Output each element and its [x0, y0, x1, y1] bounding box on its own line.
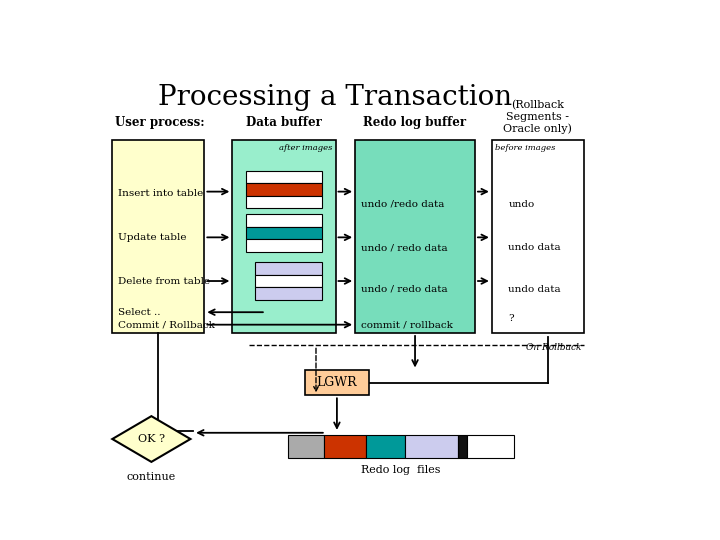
Bar — [458, 435, 467, 458]
Text: Delete from table: Delete from table — [118, 276, 210, 286]
Text: Segments -: Segments - — [506, 112, 570, 122]
Text: continue: continue — [127, 472, 176, 482]
Text: User process:: User process: — [115, 116, 204, 129]
Text: after images: after images — [279, 144, 333, 152]
Text: On Rollback: On Rollback — [526, 343, 581, 353]
Text: before images: before images — [495, 144, 555, 152]
Bar — [255, 287, 322, 300]
Text: undo / redo data: undo / redo data — [361, 285, 447, 294]
Bar — [112, 140, 204, 333]
Bar — [246, 171, 322, 183]
Bar — [305, 370, 369, 395]
Text: Insert into table: Insert into table — [118, 189, 203, 198]
Bar — [246, 239, 322, 252]
Bar — [246, 183, 322, 196]
Bar — [492, 140, 584, 333]
Bar — [467, 435, 514, 458]
Bar — [255, 275, 322, 287]
Text: undo data: undo data — [508, 285, 561, 294]
Text: undo / redo data: undo / redo data — [361, 243, 447, 252]
Text: Processing a Transaction: Processing a Transaction — [158, 84, 513, 111]
Bar — [324, 435, 366, 458]
Bar — [255, 262, 322, 275]
Text: commit / rollback: commit / rollback — [361, 320, 452, 329]
Text: Commit / Rollback: Commit / Rollback — [118, 320, 215, 329]
Text: ?: ? — [508, 314, 514, 323]
Text: Data buffer: Data buffer — [246, 116, 322, 129]
Bar — [233, 140, 336, 333]
Polygon shape — [112, 416, 190, 462]
Bar — [355, 140, 475, 333]
Text: undo data: undo data — [508, 243, 561, 252]
Text: (Rollback: (Rollback — [511, 100, 564, 111]
Bar — [366, 435, 405, 458]
Text: OK ?: OK ? — [138, 434, 165, 444]
Bar — [246, 214, 322, 227]
Text: undo: undo — [508, 200, 535, 208]
Bar — [405, 435, 458, 458]
Text: Redo log  files: Redo log files — [361, 465, 441, 475]
Text: Update table: Update table — [118, 233, 186, 242]
Text: LGWR: LGWR — [317, 376, 357, 389]
Text: undo /redo data: undo /redo data — [361, 200, 444, 208]
Text: Select ..: Select .. — [118, 308, 161, 316]
Text: Oracle only): Oracle only) — [503, 123, 572, 134]
Bar — [288, 435, 324, 458]
Bar — [246, 227, 322, 239]
Bar — [246, 196, 322, 208]
Text: Redo log buffer: Redo log buffer — [364, 116, 467, 129]
